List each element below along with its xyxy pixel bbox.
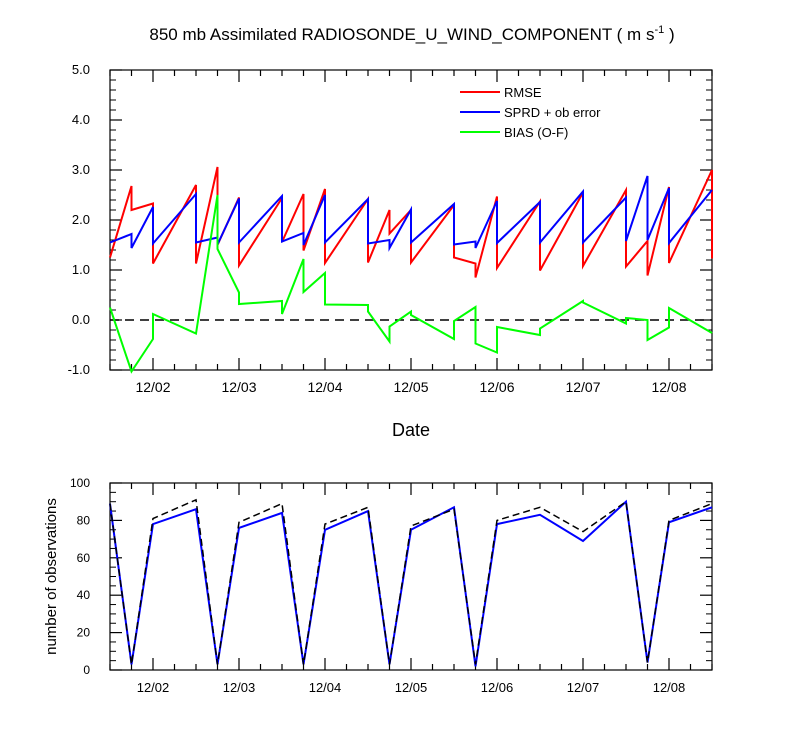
x-tick-label: 12/02 (137, 680, 170, 695)
x-tick-label: 12/07 (567, 680, 600, 695)
x-tick-label: 12/03 (221, 379, 256, 395)
y-tick-label: 2.0 (72, 212, 90, 227)
y-tick-label: 20 (77, 626, 91, 640)
x-tick-label: 12/07 (565, 379, 600, 395)
y-tick-label: 0.0 (72, 312, 90, 327)
series-line-sprd-ob-error (109, 175, 713, 252)
y-tick-label: -1.0 (68, 362, 90, 377)
y-axis-label: number of observations (43, 498, 60, 655)
x-axis-label: Date (392, 420, 430, 440)
x-tick-label: 12/03 (223, 680, 256, 695)
y-tick-label: 100 (70, 476, 90, 490)
series-line-solid (109, 499, 713, 667)
x-tick-label: 12/02 (135, 379, 170, 395)
legend: RMSE SPRD + ob error BIAS (O-F) (460, 85, 601, 140)
x-tick-label: 12/05 (393, 379, 428, 395)
series-line-bias-o-f (109, 194, 713, 374)
series-line-dashed (109, 498, 713, 665)
legend-entry: SPRD + ob error (504, 105, 601, 120)
y-tick-label: 5.0 (72, 62, 90, 77)
plot-frame (109, 482, 713, 671)
x-tick-label: 12/05 (395, 680, 428, 695)
x-tick-label: 12/08 (651, 379, 686, 395)
y-axis-ticks (110, 69, 712, 371)
x-tick-label: 12/06 (479, 379, 514, 395)
top-panel-bias-rmse-spread: 12/02 12/03 12/04 12/05 12/06 12/07 12/08 -1.0 0… (68, 62, 713, 440)
x-axis-ticks (109, 483, 713, 670)
y-tick-label: 60 (77, 551, 91, 565)
legend-entry: BIAS (O-F) (504, 125, 568, 140)
x-tick-label: 12/08 (653, 680, 686, 695)
y-tick-label: 40 (77, 588, 91, 602)
y-axis-ticks (110, 482, 712, 671)
y-tick-label: 1.0 (72, 262, 90, 277)
y-tick-label: 80 (77, 513, 91, 527)
x-tick-label: 12/06 (481, 680, 514, 695)
y-tick-label: 0 (83, 663, 90, 677)
y-tick-label: 4.0 (72, 112, 90, 127)
y-tick-label: 3.0 (72, 162, 90, 177)
x-axis-ticks (109, 70, 713, 370)
bottom-panel-observation-count: 12/02 12/03 12/04 12/05 12/06 12/07 12/08 0 20 40… (43, 476, 713, 695)
chart-title: 850 mb Assimilated RADIOSONDE_U_WIND_COM… (149, 24, 674, 44)
legend-entry: RMSE (504, 85, 542, 100)
x-tick-label: 12/04 (307, 379, 342, 395)
x-tick-label: 12/04 (309, 680, 342, 695)
